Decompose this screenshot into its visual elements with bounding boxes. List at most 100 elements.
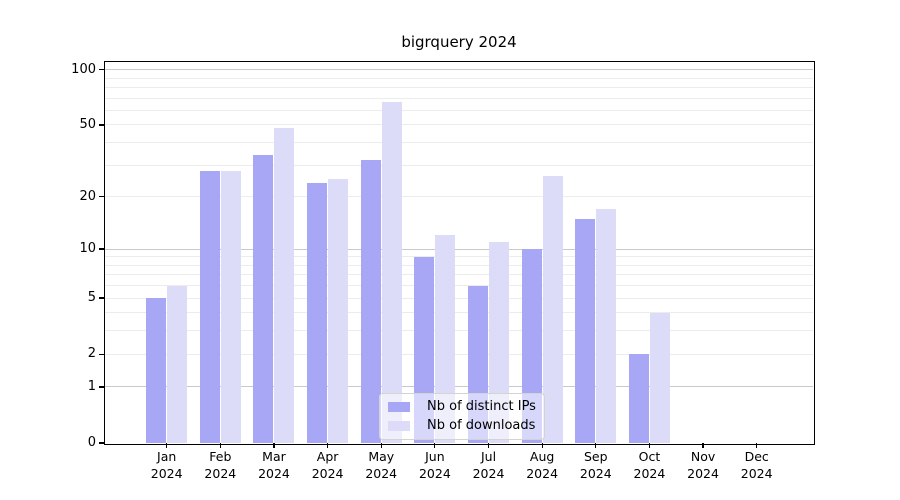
x-tick-year: 2024 [633,465,666,481]
minor-gridline [105,353,813,355]
x-tick-mark [595,443,597,448]
bar-downloads-sep [596,209,617,443]
y-tick-mark [99,196,105,198]
legend: Nb of distinct IPs Nb of downloads [379,393,545,440]
x-tick-label: Jul 2024 [459,449,519,482]
bar-distinct-ips-apr [307,182,328,443]
bar-downloads-apr [328,179,349,443]
legend-item-downloads: Nb of downloads [388,418,536,434]
x-tick-label: Mar 2024 [244,449,304,482]
minor-gridline [105,86,813,88]
x-tick-month: Oct [638,449,661,464]
bar-distinct-ips-jan [146,298,167,443]
legend-swatch-distinct-ips [388,402,410,412]
legend-label-distinct-ips: Nb of distinct IPs [427,399,536,414]
x-tick-label: Jan 2024 [137,449,197,482]
x-tick-mark [166,443,168,448]
y-tick-mark [99,386,105,388]
x-tick-mark [434,443,436,448]
x-tick-year: 2024 [472,465,505,481]
x-tick-mark [380,443,382,448]
minor-gridline [105,196,813,198]
minor-gridline [105,77,813,79]
x-tick-label: May 2024 [351,449,411,482]
x-tick-mark [541,443,543,448]
x-tick-year: 2024 [258,465,290,481]
x-tick-year: 2024 [579,465,612,481]
bar-downloads-jan [167,285,188,443]
x-tick-year: 2024 [204,465,237,481]
major-gridline [105,248,813,250]
chart-title: bigrquery 2024 [401,33,517,51]
x-tick-year: 2024 [365,465,398,481]
minor-gridline [105,109,813,111]
minor-gridline [105,164,813,166]
x-tick-mark [702,443,704,448]
y-tick-label: 5 [87,290,96,306]
bar-downloads-jun [435,235,456,443]
x-tick-year: 2024 [311,465,344,481]
bar-distinct-ips-oct [628,354,649,443]
x-tick-month: Jan [157,449,177,464]
minor-gridline [105,312,813,314]
bar-distinct-ips-feb [199,170,220,443]
x-tick-month: Mar [262,449,286,464]
y-tick-label: 10 [79,241,96,256]
y-tick-mark [99,297,105,299]
y-tick-label: 100 [71,61,96,77]
x-tick-label: Oct 2024 [619,449,679,482]
y-tick-label: 1 [87,378,96,394]
x-tick-month: Feb [209,449,232,464]
bar-distinct-ips-may [360,160,381,443]
x-tick-month: Nov [690,449,716,464]
bar-downloads-mar [274,128,295,443]
x-tick-label: Dec 2024 [727,449,787,482]
minor-gridline [105,124,813,126]
bar-downloads-feb [220,170,241,443]
x-tick-month: Sep [584,449,608,464]
x-tick-label: Aug 2024 [512,449,572,482]
minor-gridline [105,285,813,287]
x-tick-year: 2024 [740,465,773,481]
y-tick-label: 2 [87,346,96,362]
minor-gridline [105,297,813,299]
y-tick-mark [99,69,105,71]
bar-downloads-aug [542,176,563,443]
major-gridline [105,386,813,388]
minor-gridline [105,264,813,266]
y-tick-mark [99,442,105,444]
x-tick-mark [648,443,650,448]
x-tick-mark [327,443,329,448]
minor-gridline [105,274,813,276]
x-tick-year: 2024 [526,465,559,481]
y-tick-mark [99,248,105,250]
x-tick-month: Aug [529,449,555,464]
y-tick-label: 20 [79,188,96,204]
bar-downloads-jul [489,241,510,443]
x-tick-label: Apr 2024 [298,449,358,482]
x-tick-mark [487,443,490,448]
legend-item-distinct-ips: Nb of distinct IPs [388,399,536,415]
bar-distinct-ips-sep [575,218,596,443]
y-tick-label: 0 [87,435,96,450]
y-tick-mark [99,353,105,355]
bar-downloads-may [381,101,402,443]
minor-gridline [105,330,813,332]
minor-gridline [105,97,813,99]
legend-label-downloads: Nb of downloads [427,418,536,433]
x-tick-mark [273,443,275,448]
major-gridline [105,69,813,71]
y-tick-mark [99,124,105,126]
legend-swatch-downloads [388,421,410,431]
minor-gridline [105,142,813,144]
x-tick-month: Jun [425,449,445,464]
x-tick-mark [219,443,221,448]
x-tick-month: Jul [480,449,497,464]
x-tick-label: Jun 2024 [405,449,465,482]
x-tick-year: 2024 [687,465,719,481]
bar-downloads-oct [649,312,670,443]
x-tick-month: Dec [744,449,769,464]
x-tick-month: May [368,449,395,464]
x-tick-label: Nov 2024 [673,449,733,482]
